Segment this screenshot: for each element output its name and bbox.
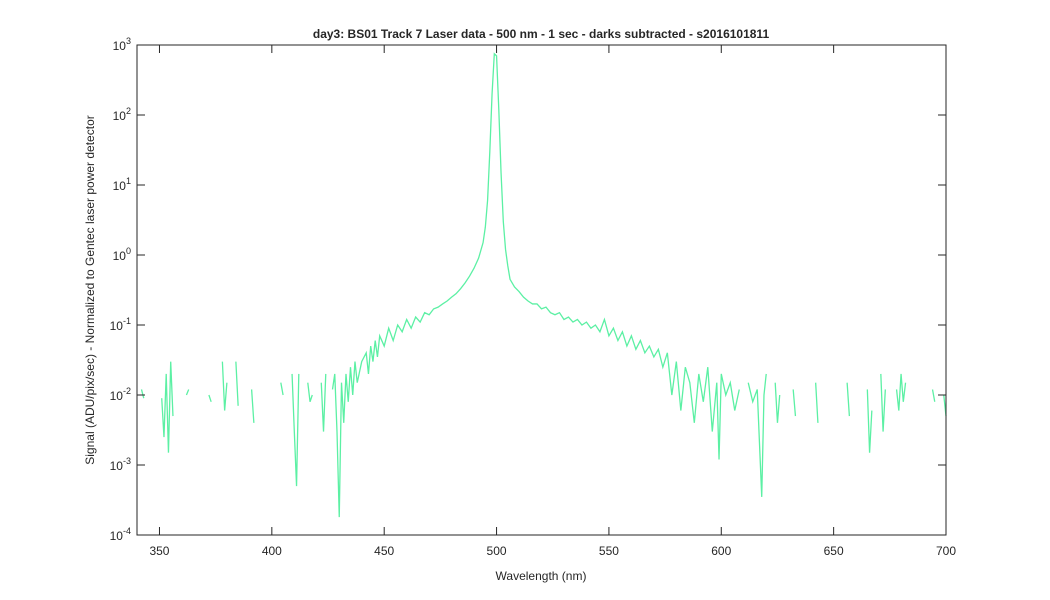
- y-tick-label: 101: [113, 176, 131, 193]
- x-tick-label: 400: [262, 544, 282, 558]
- x-tick-label: 450: [374, 544, 394, 558]
- y-tick-label: 10-2: [110, 386, 131, 403]
- x-tick-label: 550: [599, 544, 619, 558]
- x-axis-label: Wavelength (nm): [496, 569, 587, 583]
- y-axis-label: Signal (ADU/pix/sec) - Normalized to Gen…: [83, 115, 97, 464]
- x-tick-label: 600: [711, 544, 731, 558]
- y-tick-label: 10-3: [110, 456, 131, 473]
- y-tick-label: 103: [113, 36, 131, 53]
- y-tick-label: 100: [113, 246, 131, 263]
- y-tick-label: 10-1: [110, 316, 131, 333]
- plot-frame: [136, 44, 947, 536]
- chart-title: day3: BS01 Track 7 Laser data - 500 nm -…: [313, 27, 770, 41]
- x-tick-label: 650: [824, 544, 844, 558]
- data-line: [140, 52, 947, 518]
- x-tick-label: 500: [487, 544, 507, 558]
- x-tick-label: 700: [936, 544, 956, 558]
- x-tick-label: 350: [149, 544, 169, 558]
- y-tick-label: 102: [113, 106, 131, 123]
- y-tick-label: 10-4: [110, 526, 131, 543]
